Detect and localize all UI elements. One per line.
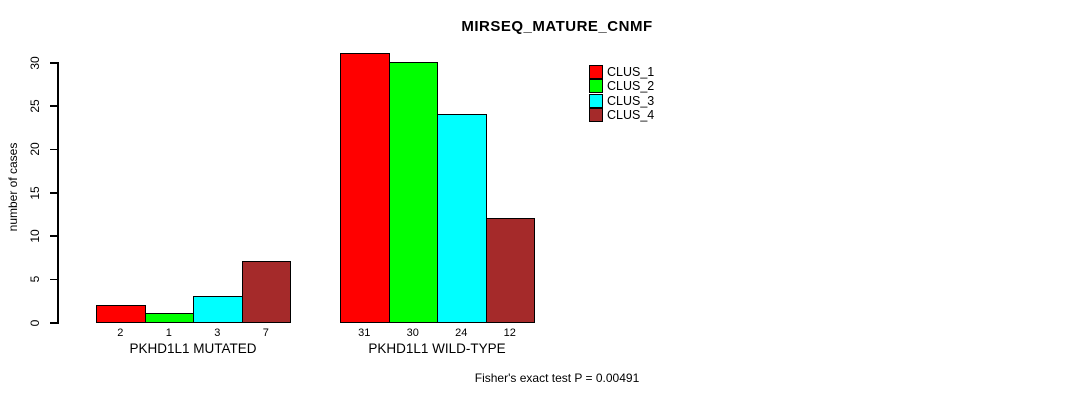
bar-value-label: 1 bbox=[165, 327, 172, 339]
chart-title: MIRSEQ_MATURE_CNMF bbox=[461, 18, 653, 35]
y-axis-tick-label: 5 bbox=[28, 275, 42, 283]
y-axis-tick bbox=[50, 235, 57, 237]
bar-value-label: 12 bbox=[503, 327, 516, 339]
legend: CLUS_1 CLUS_2 CLUS_3 CLUS_4 bbox=[589, 64, 655, 122]
bar-clus_2 bbox=[144, 313, 194, 323]
legend-label: CLUS_3 bbox=[607, 93, 655, 108]
bar-clus_1 bbox=[340, 53, 390, 323]
legend-swatch-clus_2 bbox=[589, 79, 603, 93]
legend-row: CLUS_2 bbox=[589, 79, 655, 93]
y-axis-tick bbox=[50, 322, 57, 324]
bar-value-label: 31 bbox=[358, 327, 371, 339]
legend-swatch-clus_4 bbox=[589, 108, 603, 122]
legend-label: CLUS_4 bbox=[607, 108, 655, 122]
bar-clus_3 bbox=[437, 114, 487, 323]
bar-clus_2 bbox=[388, 62, 438, 323]
legend-row: CLUS_4 bbox=[589, 108, 655, 122]
legend-row: CLUS_1 bbox=[589, 64, 655, 79]
bar-clus_4 bbox=[241, 261, 291, 323]
legend-swatch-clus_1 bbox=[589, 64, 603, 79]
y-axis-tick bbox=[50, 192, 57, 194]
bar-value-label: 2 bbox=[117, 327, 124, 339]
bar-value-label: 30 bbox=[406, 327, 419, 339]
legend-swatch-clus_3 bbox=[589, 93, 603, 108]
y-axis-tick-label: 15 bbox=[28, 185, 42, 200]
legend-label: CLUS_2 bbox=[607, 79, 655, 93]
y-axis-tick-label: 0 bbox=[28, 319, 42, 326]
x-axis-group-label: PKHD1L1 MUTATED bbox=[129, 341, 257, 356]
y-axis-tick-label: 10 bbox=[28, 229, 42, 243]
fisher-test-annotation: Fisher's exact test P = 0.00491 bbox=[474, 371, 640, 385]
y-axis-tick bbox=[50, 148, 57, 151]
legend-label: CLUS_1 bbox=[607, 64, 655, 79]
bar-clus_1 bbox=[96, 304, 146, 323]
bar-value-label: 3 bbox=[214, 327, 221, 339]
bar-clus_4 bbox=[485, 218, 535, 323]
y-axis-tick-label: 25 bbox=[28, 99, 42, 113]
y-axis-tick-label: 30 bbox=[28, 55, 42, 70]
bar-value-label: 24 bbox=[455, 327, 468, 339]
x-axis-group-label: PKHD1L1 WILD-TYPE bbox=[368, 341, 506, 356]
y-axis-tick bbox=[50, 62, 57, 64]
bar-value-label: 7 bbox=[262, 327, 269, 339]
y-axis-label: number of cases bbox=[6, 142, 20, 232]
y-axis-line bbox=[57, 62, 59, 324]
legend-row: CLUS_3 bbox=[589, 93, 655, 108]
bar-clus_3 bbox=[193, 296, 243, 323]
y-axis-tick-label: 20 bbox=[28, 142, 42, 156]
y-axis-tick bbox=[50, 278, 57, 281]
y-axis-tick bbox=[50, 105, 57, 107]
